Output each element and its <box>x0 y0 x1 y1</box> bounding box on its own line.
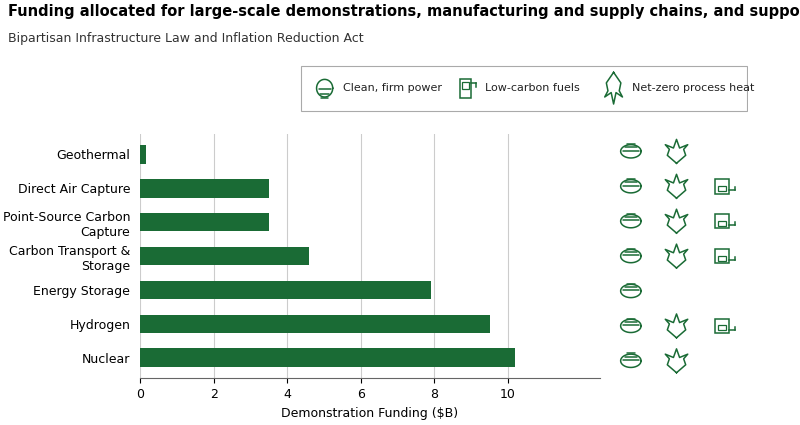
Bar <box>140 145 146 164</box>
Text: Bipartisan Infrastructure Law and Inflation Reduction Act: Bipartisan Infrastructure Law and Inflat… <box>8 32 364 45</box>
Bar <box>715 179 730 193</box>
Bar <box>718 186 726 191</box>
Bar <box>715 214 730 229</box>
Bar <box>140 280 430 299</box>
Bar <box>718 255 726 261</box>
Text: Net-zero process heat: Net-zero process heat <box>633 83 754 93</box>
Bar <box>460 79 471 98</box>
Bar <box>718 326 726 331</box>
Bar <box>140 348 515 367</box>
Bar <box>462 82 469 89</box>
Bar <box>715 249 730 264</box>
Bar <box>718 221 726 226</box>
X-axis label: Demonstration Funding ($B): Demonstration Funding ($B) <box>282 407 458 419</box>
Bar <box>140 247 310 265</box>
Bar <box>140 314 490 333</box>
Bar <box>140 179 269 198</box>
Bar <box>140 213 269 232</box>
Text: Funding allocated for large-scale demonstrations, manufacturing and supply chain: Funding allocated for large-scale demons… <box>8 4 800 19</box>
Text: Clean, firm power: Clean, firm power <box>343 83 442 93</box>
Text: Low-carbon fuels: Low-carbon fuels <box>485 83 579 93</box>
Bar <box>715 319 730 333</box>
